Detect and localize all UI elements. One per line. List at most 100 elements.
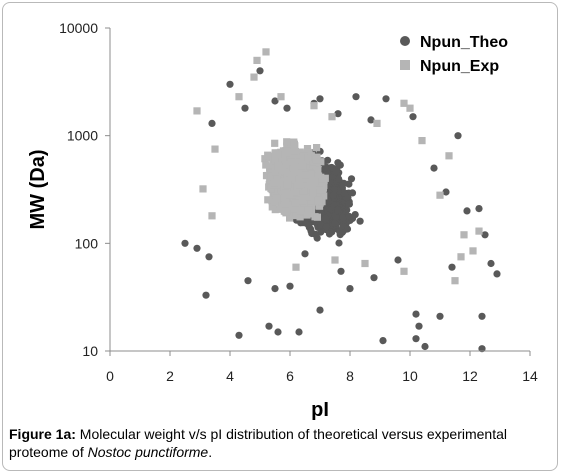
- x-tick-label: 10: [402, 368, 418, 384]
- exp-point: [278, 149, 286, 157]
- exp-point: [310, 102, 318, 110]
- theo-point: [337, 267, 345, 275]
- theo-point: [208, 119, 216, 127]
- theo-point: [295, 328, 303, 336]
- exp-point: [304, 193, 312, 201]
- exp-point: [277, 165, 285, 173]
- theo-point: [335, 175, 343, 183]
- exp-point: [295, 181, 303, 189]
- theo-point: [394, 256, 402, 264]
- x-tick-label: 14: [522, 368, 538, 384]
- theo-point: [415, 322, 423, 330]
- exp-point: [301, 171, 309, 179]
- theo-point: [322, 215, 330, 223]
- exp-point: [475, 227, 483, 235]
- x-tick-label: 4: [226, 368, 234, 384]
- exp-point: [271, 188, 279, 197]
- exp-point: [451, 277, 459, 285]
- exp-point: [312, 167, 320, 175]
- theo-point: [193, 244, 201, 252]
- exp-point: [264, 196, 272, 204]
- theo-point: [321, 164, 329, 172]
- scatter-chart: 0 2 4 6 8 10 12 14 10 100 1000 10000 pI MW (Da) Npun_…: [27, 20, 538, 421]
- theo-point: [442, 188, 450, 196]
- legend: Npun_Theo Npun_Exp: [400, 34, 508, 75]
- exp-point: [274, 179, 282, 187]
- exp-point: [320, 192, 328, 200]
- exp-point: [312, 155, 321, 164]
- x-tick-label: 0: [106, 368, 114, 384]
- theo-point: [256, 67, 264, 75]
- theo-point: [334, 159, 342, 167]
- theo-point: [379, 337, 387, 345]
- y-tick-label: 1000: [67, 128, 98, 144]
- exp-point: [298, 162, 307, 170]
- theo-point: [265, 322, 273, 330]
- theo-point: [271, 97, 279, 105]
- theo-point: [329, 191, 337, 199]
- exp-point: [292, 199, 300, 207]
- theo-point: [448, 263, 456, 271]
- y-tick-label: 10000: [59, 20, 98, 36]
- theo-point: [274, 328, 282, 336]
- exp-point: [328, 113, 336, 121]
- exp-point: [288, 182, 296, 190]
- exp-point: [253, 56, 261, 64]
- exp-point: [268, 203, 276, 211]
- theo-point: [330, 219, 338, 228]
- exp-point: [271, 156, 279, 164]
- y-tick-label: 100: [75, 235, 99, 251]
- theo-point: [283, 104, 291, 112]
- exp-point: [296, 175, 304, 184]
- theo-point: [244, 277, 252, 285]
- exp-point: [283, 142, 291, 150]
- theo-point: [348, 189, 357, 197]
- exp-point: [292, 263, 300, 271]
- exp-point: [279, 156, 287, 164]
- exp-point: [291, 147, 299, 155]
- exp-point: [293, 164, 301, 172]
- exp-point: [290, 205, 298, 213]
- exp-point: [299, 194, 307, 202]
- exp-point: [300, 157, 308, 165]
- theo-point: [181, 239, 189, 247]
- exp-point: [211, 145, 219, 153]
- exp-point: [296, 207, 304, 215]
- exp-point: [274, 150, 282, 158]
- theo-point: [235, 331, 243, 339]
- x-axis-title: pI: [311, 399, 329, 421]
- theo-point: [316, 306, 324, 314]
- exp-point: [306, 178, 314, 186]
- theo-point: [336, 227, 344, 236]
- theo-point: [346, 285, 354, 293]
- exp-point: [331, 256, 339, 264]
- theo-point: [335, 239, 343, 247]
- theo-point: [430, 164, 438, 172]
- exp-point: [406, 104, 414, 112]
- exp-point: [418, 137, 426, 145]
- theo-point: [345, 180, 353, 188]
- legend-label-theo: Npun_Theo: [420, 34, 508, 51]
- theo-point: [340, 189, 348, 197]
- exp-point: [315, 202, 324, 210]
- theo-point: [316, 95, 324, 103]
- exp-point: [286, 214, 294, 222]
- exp-point: [208, 212, 216, 220]
- theo-point: [226, 80, 234, 88]
- exp-point: [316, 174, 324, 182]
- exp-point: [291, 168, 299, 176]
- exp-point: [290, 140, 298, 148]
- exp-point: [283, 138, 291, 146]
- theo-point: [339, 214, 347, 222]
- exp-point: [283, 172, 292, 180]
- exp-point: [469, 247, 477, 255]
- exp-point: [267, 174, 276, 182]
- exp-point: [304, 154, 312, 162]
- theo-point: [334, 206, 342, 214]
- data-layer: [181, 48, 501, 353]
- x-tick-label: 2: [166, 368, 174, 384]
- exp-point: [302, 175, 310, 183]
- exp-point: [308, 197, 316, 205]
- exp-point: [299, 152, 307, 160]
- theo-point: [271, 285, 279, 293]
